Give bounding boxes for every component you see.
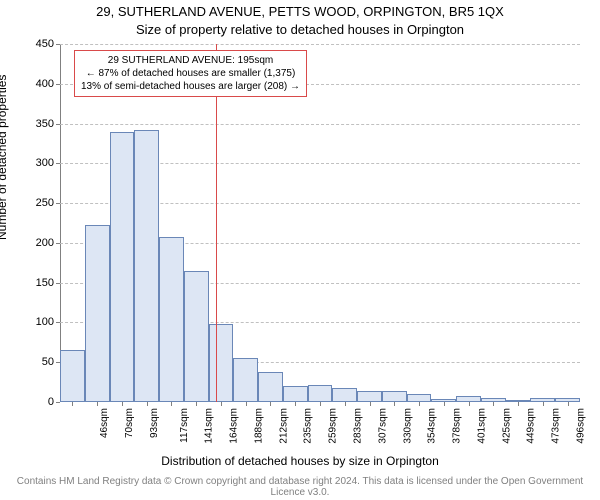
x-tick-label: 307sqm	[377, 408, 388, 444]
x-tick-label: 259sqm	[328, 408, 339, 444]
x-tick-label: 473sqm	[551, 408, 562, 444]
x-tick-label: 212sqm	[278, 408, 289, 444]
y-tick	[56, 243, 60, 244]
x-tick-label: 188sqm	[254, 408, 265, 444]
x-tick	[97, 402, 98, 406]
histogram-bar	[407, 394, 432, 402]
histogram-bar	[134, 130, 159, 402]
title-subtitle: Size of property relative to detached ho…	[0, 22, 600, 37]
x-tick-label: 425sqm	[501, 408, 512, 444]
y-tick-label: 150	[24, 277, 54, 289]
x-tick	[518, 402, 519, 406]
x-tick-label: 354sqm	[427, 408, 438, 444]
x-tick-label: 330sqm	[402, 408, 413, 444]
x-tick-label: 164sqm	[229, 408, 240, 444]
y-tick-label: 50	[24, 356, 54, 368]
y-tick	[56, 124, 60, 125]
y-tick	[56, 402, 60, 403]
x-tick	[469, 402, 470, 406]
x-tick-label: 141sqm	[204, 408, 215, 444]
x-tick	[444, 402, 445, 406]
y-tick-label: 250	[24, 197, 54, 209]
histogram-bar	[110, 132, 135, 402]
y-tick	[56, 322, 60, 323]
info-box-line: 29 SUTHERLAND AVENUE: 195sqm	[81, 54, 300, 67]
histogram-bar	[357, 391, 382, 402]
y-tick-label: 100	[24, 316, 54, 328]
x-tick-label: 235sqm	[303, 408, 314, 444]
x-tick-label: 283sqm	[353, 408, 364, 444]
y-tick-label: 300	[24, 157, 54, 169]
x-tick-label: 70sqm	[124, 408, 135, 438]
x-tick	[295, 402, 296, 406]
y-tick-label: 400	[24, 78, 54, 90]
x-tick	[196, 402, 197, 406]
info-box: 29 SUTHERLAND AVENUE: 195sqm← 87% of det…	[74, 50, 307, 97]
credit-text: Contains HM Land Registry data © Crown c…	[0, 476, 600, 498]
x-tick	[270, 402, 271, 406]
histogram-bar	[382, 391, 407, 402]
histogram-bar	[85, 225, 110, 402]
histogram-bar	[233, 358, 258, 402]
y-tick	[56, 163, 60, 164]
x-tick-label: 378sqm	[452, 408, 463, 444]
x-tick	[221, 402, 222, 406]
x-tick	[394, 402, 395, 406]
x-tick	[370, 402, 371, 406]
histogram-bar	[308, 385, 333, 403]
y-tick	[56, 283, 60, 284]
x-tick-label: 449sqm	[526, 408, 537, 444]
histogram-bar	[332, 388, 357, 402]
info-box-line: ← 87% of detached houses are smaller (1,…	[81, 67, 300, 80]
x-tick-label: 496sqm	[575, 408, 586, 444]
y-tick	[56, 203, 60, 204]
gridline	[60, 124, 580, 125]
x-tick	[419, 402, 420, 406]
x-tick-label: 117sqm	[179, 408, 190, 443]
histogram-bar	[60, 350, 85, 402]
histogram-bar	[209, 324, 234, 402]
x-tick	[171, 402, 172, 406]
y-tick	[56, 44, 60, 45]
y-axis	[60, 44, 61, 402]
y-tick-label: 350	[24, 118, 54, 130]
x-tick	[320, 402, 321, 406]
x-tick	[147, 402, 148, 406]
marker-line	[216, 44, 217, 402]
info-box-line: 13% of semi-detached houses are larger (…	[81, 80, 300, 93]
x-axis-label: Distribution of detached houses by size …	[0, 454, 600, 468]
x-tick	[543, 402, 544, 406]
x-tick	[345, 402, 346, 406]
x-tick-label: 401sqm	[476, 408, 487, 444]
y-tick-label: 200	[24, 237, 54, 249]
x-tick	[493, 402, 494, 406]
x-tick	[72, 402, 73, 406]
title-address: 29, SUTHERLAND AVENUE, PETTS WOOD, ORPIN…	[0, 4, 600, 19]
histogram-bar	[283, 386, 308, 402]
x-tick	[568, 402, 569, 406]
x-tick-label: 46sqm	[99, 408, 110, 438]
chart-plot-area: 05010015020025030035040045046sqm70sqm93s…	[60, 44, 580, 402]
x-tick-label: 93sqm	[149, 408, 160, 438]
y-tick	[56, 84, 60, 85]
histogram-bar	[159, 237, 184, 402]
gridline	[60, 44, 580, 45]
x-tick	[246, 402, 247, 406]
x-tick	[122, 402, 123, 406]
y-tick-label: 450	[24, 38, 54, 50]
y-axis-label: Number of detached properties	[0, 75, 9, 240]
histogram-bar	[258, 372, 283, 402]
histogram-bar	[184, 271, 209, 402]
y-tick-label: 0	[24, 396, 54, 408]
